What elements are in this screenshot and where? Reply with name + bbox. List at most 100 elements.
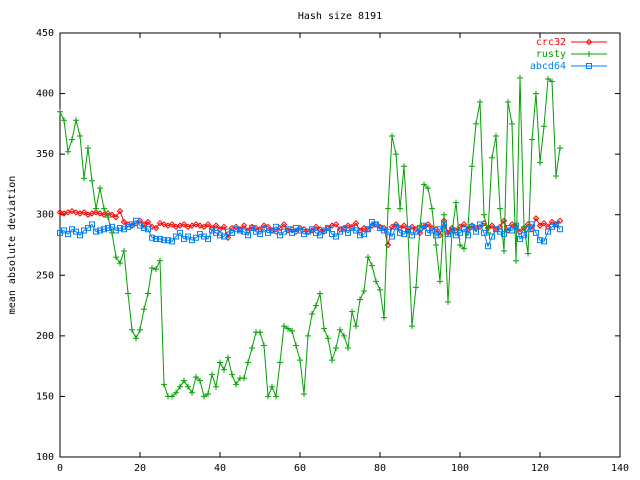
point	[289, 229, 295, 236]
y-tick-label: 450	[36, 28, 54, 39]
point	[461, 245, 467, 252]
point	[121, 248, 127, 255]
point	[125, 290, 131, 297]
point	[345, 229, 351, 236]
point	[317, 232, 323, 239]
point	[401, 163, 407, 170]
point	[269, 227, 275, 234]
point	[533, 229, 539, 236]
point	[240, 222, 248, 229]
point	[245, 232, 251, 239]
point	[68, 207, 76, 215]
point	[361, 231, 367, 238]
y-tick-label: 150	[36, 391, 54, 402]
point	[365, 254, 371, 261]
point	[101, 205, 107, 212]
point	[241, 228, 247, 235]
point	[540, 219, 548, 227]
point	[525, 250, 531, 257]
point	[309, 311, 315, 318]
point	[389, 132, 395, 139]
point	[205, 391, 211, 398]
point	[361, 288, 367, 295]
point	[57, 108, 63, 115]
point	[145, 290, 151, 297]
point	[229, 371, 235, 378]
point	[189, 389, 195, 396]
point	[113, 254, 119, 261]
point	[165, 237, 171, 244]
legend-label: abcd64	[530, 61, 566, 72]
legend-marker	[586, 63, 592, 69]
point	[152, 224, 160, 232]
point	[549, 78, 555, 85]
point	[497, 205, 503, 212]
point	[437, 278, 443, 285]
point	[277, 359, 283, 366]
point	[120, 218, 128, 226]
point	[509, 227, 515, 234]
point	[301, 391, 307, 398]
point	[161, 237, 167, 244]
point	[537, 237, 543, 244]
point	[525, 226, 531, 233]
point	[385, 228, 391, 235]
point	[173, 233, 179, 240]
point	[265, 393, 271, 400]
point	[129, 221, 135, 228]
point	[556, 217, 564, 224]
point	[321, 325, 327, 332]
point	[400, 222, 408, 229]
point	[533, 90, 539, 97]
point	[273, 223, 279, 230]
point	[205, 235, 211, 242]
point	[144, 218, 152, 226]
point	[156, 219, 164, 227]
x-tick-label: 40	[214, 463, 226, 474]
point	[200, 223, 208, 231]
point	[329, 357, 335, 364]
legend-marker	[586, 51, 592, 57]
x-tick-label: 100	[451, 463, 469, 474]
point	[353, 323, 359, 330]
point	[101, 226, 107, 233]
point	[557, 145, 563, 152]
legend-marker	[585, 38, 593, 46]
point	[153, 266, 159, 273]
point	[325, 225, 331, 232]
point	[501, 248, 507, 255]
point	[485, 243, 491, 250]
point	[85, 145, 91, 152]
legend-label: crc32	[536, 37, 566, 48]
point	[541, 123, 547, 130]
point	[333, 344, 339, 351]
x-tick-label: 0	[57, 463, 63, 474]
point	[357, 296, 363, 303]
point	[169, 393, 175, 400]
point	[197, 377, 203, 384]
point	[349, 308, 355, 315]
point	[108, 211, 116, 218]
point	[536, 222, 544, 229]
point	[105, 225, 111, 232]
point	[233, 381, 239, 388]
point	[109, 223, 115, 230]
point	[180, 221, 188, 228]
point	[476, 223, 484, 231]
point	[69, 136, 75, 143]
point	[445, 231, 451, 238]
point	[212, 222, 220, 229]
point	[461, 226, 467, 233]
point	[153, 235, 159, 242]
point	[129, 326, 135, 333]
point	[97, 227, 103, 234]
point	[141, 306, 147, 313]
point	[137, 326, 143, 333]
point	[73, 228, 79, 235]
point	[173, 389, 179, 396]
point	[285, 325, 291, 332]
plot-border	[59, 32, 621, 458]
point	[117, 225, 123, 232]
point	[216, 226, 224, 233]
